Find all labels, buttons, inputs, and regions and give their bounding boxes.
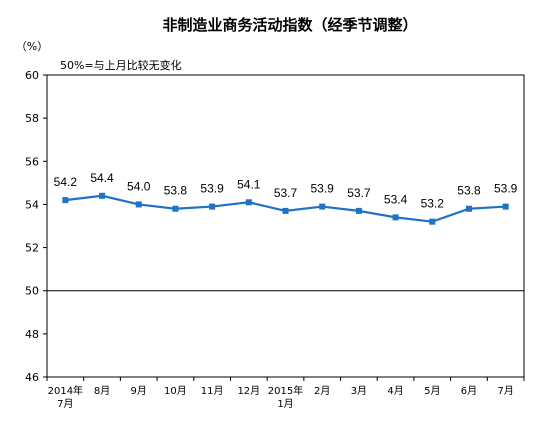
- y-tick-label: 60: [25, 69, 39, 82]
- data-point-marker: [319, 203, 326, 210]
- series-line-group: [62, 192, 509, 225]
- data-label: 53.2: [421, 197, 445, 211]
- data-point-marker: [99, 192, 106, 199]
- data-point-marker: [355, 207, 362, 214]
- data-label: 53.9: [311, 182, 335, 196]
- y-tick-label: 46: [25, 371, 39, 384]
- annotation-note: 50%=与上月比较无变化: [60, 58, 182, 72]
- x-tick-label: 2015年: [268, 384, 303, 397]
- data-point-marker: [465, 205, 472, 212]
- data-label: 53.7: [274, 186, 298, 200]
- data-point-marker: [245, 199, 252, 206]
- y-unit-label: （%）: [16, 40, 48, 53]
- x-tick-label: 9月: [131, 385, 147, 397]
- data-point-marker: [62, 197, 69, 204]
- x-tick-label: 10月: [164, 385, 187, 397]
- data-label: 53.9: [494, 182, 518, 196]
- plot-area: [46, 74, 525, 378]
- y-tick-label: 50: [25, 285, 39, 298]
- data-point-marker: [429, 218, 436, 225]
- data-point-marker: [502, 203, 509, 210]
- data-point-marker: [135, 201, 142, 208]
- data-point-marker: [282, 207, 289, 214]
- x-tick-label: 3月: [351, 385, 367, 397]
- chart-title: 非制造业商务活动指数（经季节调整）: [162, 16, 417, 34]
- data-label: 53.8: [164, 184, 188, 198]
- data-label: 54.1: [237, 177, 261, 191]
- data-label: 53.8: [457, 184, 481, 198]
- data-label: 54.0: [127, 179, 151, 193]
- data-labels: 54.2 54.4 54.0 53.8 53.9 54.1 53.7 53.9 53.7 53.4…: [54, 171, 518, 211]
- data-point-marker: [392, 214, 399, 221]
- data-label: 53.4: [384, 192, 408, 206]
- y-tick-label: 52: [25, 242, 39, 255]
- x-tick-label: 11月: [201, 385, 224, 397]
- x-tick-label: 6月: [461, 385, 477, 397]
- x-tick-label: 12月: [237, 385, 260, 397]
- x-tick-label: 2014年: [48, 384, 83, 397]
- data-point-marker: [209, 203, 216, 210]
- x-tick-label: 7月: [497, 385, 513, 397]
- x-tick-label: 4月: [387, 385, 403, 397]
- data-point-marker: [172, 205, 179, 212]
- y-tick-label: 48: [25, 328, 39, 341]
- x-tick-label: 1月: [277, 398, 293, 410]
- y-axis: 46 48 50 52 54 56 58 60: [25, 69, 524, 384]
- data-label: 53.7: [347, 186, 371, 200]
- y-tick-label: 56: [25, 155, 39, 168]
- x-tick-label: 2月: [314, 385, 330, 397]
- y-tick-label: 54: [25, 198, 39, 211]
- data-label: 54.2: [54, 175, 78, 189]
- y-tick-label: 58: [25, 112, 39, 125]
- data-label: 54.4: [90, 171, 114, 185]
- data-label: 53.9: [200, 182, 224, 196]
- x-tick-label: 5月: [424, 385, 440, 397]
- x-tick-label: 7月: [57, 398, 73, 410]
- x-tick-label: 8月: [94, 385, 110, 397]
